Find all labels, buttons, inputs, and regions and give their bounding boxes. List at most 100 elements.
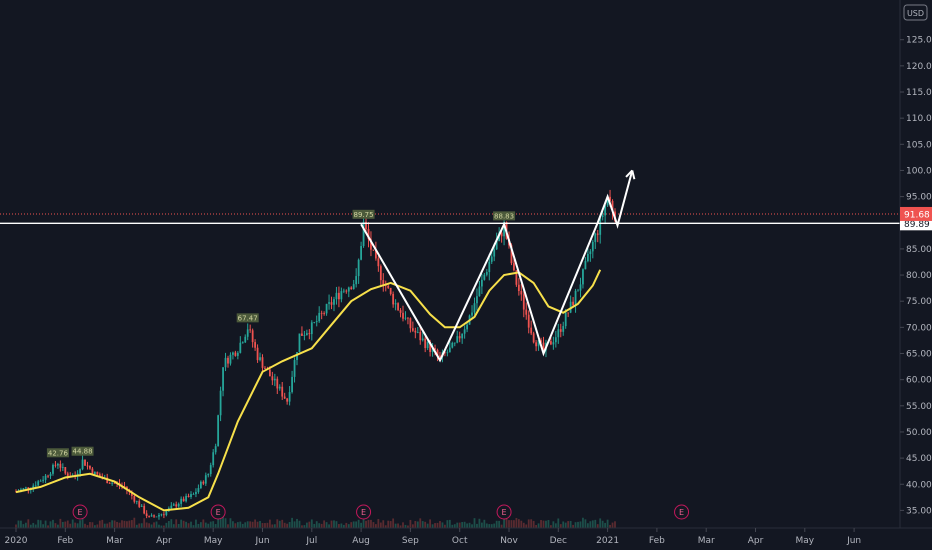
candle-body bbox=[93, 471, 96, 475]
volume-bar bbox=[589, 521, 592, 528]
volume-bar bbox=[227, 524, 229, 528]
volume-bar bbox=[564, 522, 567, 528]
volume-bar bbox=[574, 522, 577, 528]
volume-bar bbox=[338, 524, 340, 528]
candle-body bbox=[251, 330, 254, 343]
volume-bar bbox=[106, 523, 109, 528]
volume-bar bbox=[254, 519, 257, 528]
candle-body bbox=[224, 357, 227, 368]
candle-body bbox=[236, 352, 239, 356]
candle-body bbox=[192, 494, 195, 495]
volume-bar bbox=[108, 522, 111, 528]
time-axis[interactable]: 2020 Feb Mar Apr May Jun Jul Aug Sep Oct Nov Dec 202… bbox=[5, 528, 862, 546]
candle-body bbox=[175, 504, 178, 507]
candle-body bbox=[493, 249, 496, 257]
candle-body bbox=[315, 321, 318, 323]
volume-bar bbox=[261, 523, 264, 528]
candle-body bbox=[530, 327, 533, 334]
candle-body bbox=[601, 215, 604, 217]
price-tick-label: 110.00 bbox=[906, 114, 932, 124]
candle-body bbox=[204, 475, 207, 484]
volume-bar bbox=[567, 521, 570, 528]
candle-body bbox=[352, 284, 355, 290]
volume-bar bbox=[177, 523, 180, 528]
candle-body bbox=[589, 251, 592, 255]
volume-bar bbox=[229, 518, 232, 528]
candle-body bbox=[466, 324, 468, 330]
candle-body bbox=[96, 471, 99, 475]
candle-body bbox=[503, 222, 505, 237]
volume-bar bbox=[103, 523, 106, 528]
time-tick-label: 2020 bbox=[5, 536, 28, 546]
candle-body bbox=[389, 287, 392, 294]
candle-body bbox=[342, 290, 345, 292]
volume-bar bbox=[199, 522, 202, 528]
candle-body bbox=[510, 245, 513, 264]
volume-bar bbox=[49, 521, 52, 528]
price-tick-label: 70.00 bbox=[906, 323, 932, 333]
candle-body bbox=[165, 511, 168, 516]
candle-body bbox=[444, 352, 446, 354]
candle-body bbox=[372, 249, 375, 251]
price-tick-label: 105.00 bbox=[906, 140, 932, 150]
volume-bar bbox=[27, 519, 30, 528]
volume-bar bbox=[520, 520, 523, 528]
currency-badge[interactable]: USD bbox=[903, 4, 928, 21]
candle-body bbox=[199, 481, 202, 489]
volume-bar bbox=[15, 524, 17, 528]
candle-body bbox=[527, 314, 530, 328]
candle-body bbox=[190, 494, 192, 497]
volume-bar bbox=[20, 520, 22, 528]
candle-body bbox=[345, 290, 348, 292]
candle-body bbox=[39, 480, 42, 482]
high-price-labels: 42.76 44.88 67.47 89.75 88.83 bbox=[46, 209, 516, 458]
volume-bar bbox=[217, 515, 220, 528]
volume-bar bbox=[96, 524, 99, 528]
candle-body bbox=[108, 483, 111, 484]
candle-body bbox=[434, 348, 436, 350]
candle-body bbox=[591, 241, 594, 252]
candle-body bbox=[249, 329, 252, 331]
volume-bar bbox=[236, 522, 239, 528]
volume-bar bbox=[453, 524, 456, 528]
candle-body bbox=[310, 322, 313, 335]
volume-bar bbox=[599, 518, 602, 528]
candle-body bbox=[325, 303, 328, 314]
candle-body bbox=[365, 221, 367, 230]
volume-bar bbox=[439, 521, 441, 528]
candle-body bbox=[574, 290, 577, 306]
high-label-box bbox=[71, 446, 94, 456]
volume-bar bbox=[47, 525, 49, 528]
price-tick-label: 80.00 bbox=[906, 271, 932, 281]
volume-bar bbox=[315, 521, 318, 528]
volume-bar bbox=[352, 521, 355, 528]
volume-bar bbox=[488, 524, 491, 528]
volume-bar bbox=[424, 521, 427, 528]
candle-body bbox=[320, 312, 323, 314]
volume-bar bbox=[286, 523, 289, 528]
volume-bar bbox=[207, 523, 210, 528]
candle-body bbox=[453, 342, 456, 344]
candle-body bbox=[572, 301, 574, 306]
candle-body bbox=[47, 475, 49, 477]
candle-body bbox=[426, 341, 429, 349]
volume-bar bbox=[569, 520, 572, 528]
volume-bar bbox=[165, 522, 168, 528]
volume-bar bbox=[128, 520, 131, 528]
candle-body bbox=[397, 303, 399, 311]
volume-bar bbox=[288, 522, 291, 528]
arrow-head-stroke bbox=[631, 170, 636, 180]
candle-body bbox=[79, 469, 81, 474]
candle-body bbox=[229, 354, 232, 364]
candle-body bbox=[377, 258, 380, 267]
price-axis[interactable]: 35.00 40.00 45.00 50.00 55.00 60.00 65.00 70.00… bbox=[900, 36, 932, 517]
time-tick-label: Jul bbox=[305, 536, 317, 546]
candle-body bbox=[604, 205, 607, 216]
candle-body bbox=[606, 196, 609, 206]
volume-bar bbox=[76, 523, 79, 528]
volume-bar bbox=[133, 517, 136, 528]
candle-body bbox=[323, 313, 326, 314]
volume-bar bbox=[594, 519, 597, 528]
